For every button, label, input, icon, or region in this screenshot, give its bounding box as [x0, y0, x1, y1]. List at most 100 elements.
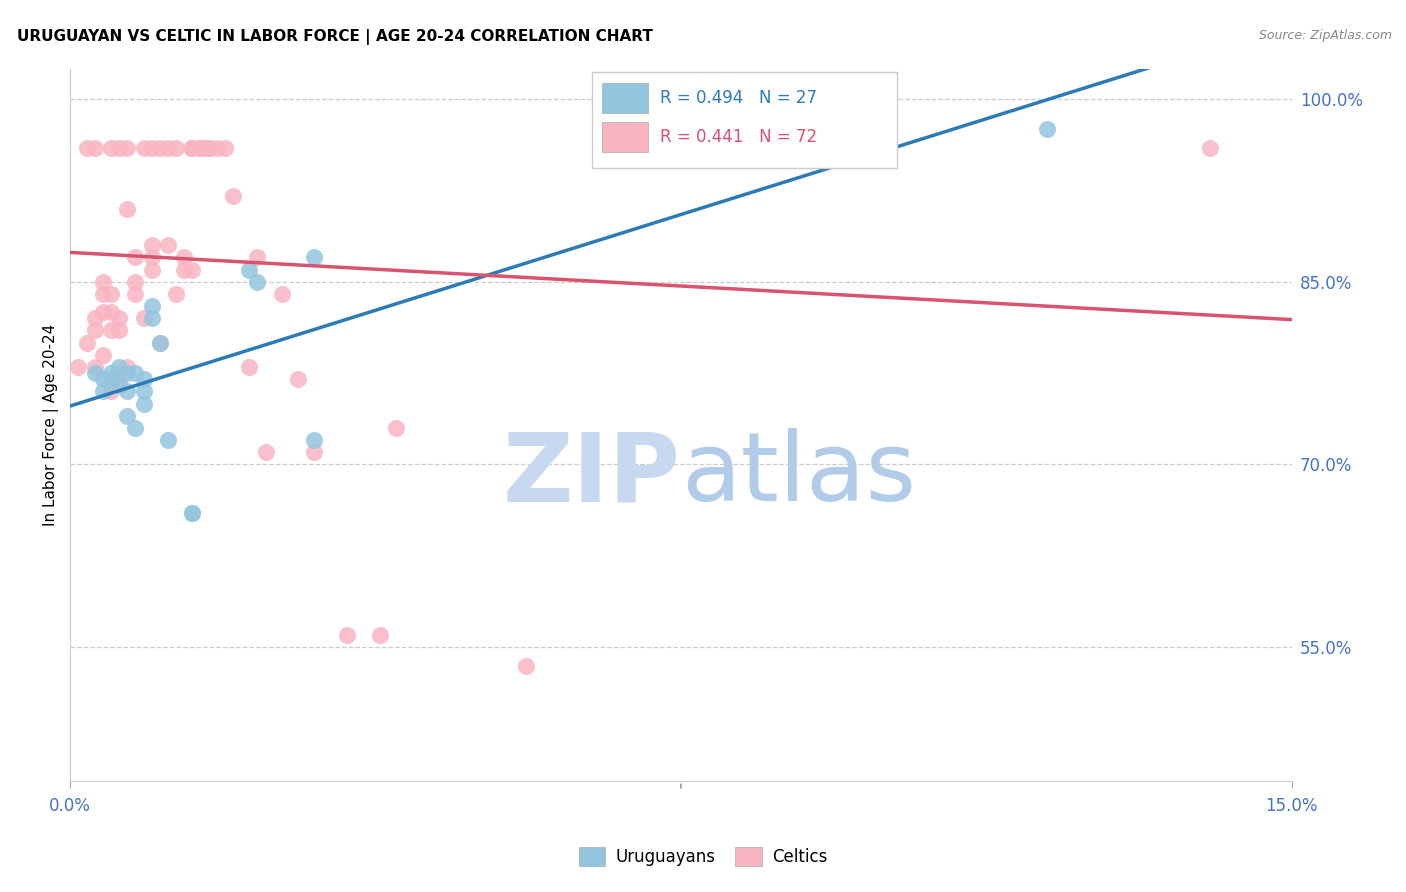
Point	[336, 628, 359, 642]
Point	[368, 628, 391, 642]
Point	[792, 141, 814, 155]
Point	[108, 372, 131, 386]
Point	[115, 366, 138, 380]
Point	[115, 202, 138, 216]
Point	[181, 141, 204, 155]
Point	[100, 372, 122, 386]
Point	[124, 366, 146, 380]
Point	[205, 141, 228, 155]
Point	[91, 348, 114, 362]
Legend: Uruguayans, Celtics: Uruguayans, Celtics	[572, 840, 834, 873]
Point	[304, 445, 326, 459]
Point	[124, 287, 146, 301]
Point	[222, 189, 245, 203]
Point	[287, 372, 309, 386]
FancyBboxPatch shape	[602, 122, 648, 152]
Point	[181, 141, 204, 155]
Text: R = 0.494   N = 27: R = 0.494 N = 27	[661, 89, 817, 107]
Point	[124, 275, 146, 289]
FancyBboxPatch shape	[602, 84, 648, 113]
Point	[181, 141, 204, 155]
Point	[100, 384, 122, 399]
Point	[246, 275, 269, 289]
Point	[91, 384, 114, 399]
Point	[141, 299, 163, 313]
Point	[141, 238, 163, 252]
Point	[115, 409, 138, 423]
Point	[108, 359, 131, 374]
Point	[108, 378, 131, 392]
Point	[132, 396, 155, 410]
Point	[83, 141, 105, 155]
Point	[132, 311, 155, 326]
Point	[156, 238, 179, 252]
Point	[149, 335, 172, 350]
Point	[181, 141, 204, 155]
Point	[190, 141, 212, 155]
Y-axis label: In Labor Force | Age 20-24: In Labor Force | Age 20-24	[44, 324, 59, 526]
Point	[132, 384, 155, 399]
Point	[254, 445, 277, 459]
Point	[385, 421, 408, 435]
Point	[190, 141, 212, 155]
Point	[91, 372, 114, 386]
Point	[141, 251, 163, 265]
Point	[100, 141, 122, 155]
Point	[197, 141, 219, 155]
Point	[141, 262, 163, 277]
Point	[108, 323, 131, 337]
Point	[181, 141, 204, 155]
Text: R = 0.441   N = 72: R = 0.441 N = 72	[661, 128, 817, 146]
Point	[115, 141, 138, 155]
Point	[67, 359, 90, 374]
Point	[100, 305, 122, 319]
Point	[190, 141, 212, 155]
Point	[181, 506, 204, 520]
Point	[156, 141, 179, 155]
Point	[124, 251, 146, 265]
Point	[141, 311, 163, 326]
Point	[83, 359, 105, 374]
Point	[197, 141, 219, 155]
Point	[238, 262, 260, 277]
Point	[149, 335, 172, 350]
Point	[190, 141, 212, 155]
Point	[181, 141, 204, 155]
Point	[76, 141, 98, 155]
Point	[190, 141, 212, 155]
Text: atlas: atlas	[681, 428, 917, 521]
Point	[91, 275, 114, 289]
Point	[246, 251, 269, 265]
Point	[100, 323, 122, 337]
Point	[165, 141, 187, 155]
Point	[108, 311, 131, 326]
Point	[156, 433, 179, 447]
Point	[132, 141, 155, 155]
Point	[149, 141, 172, 155]
Point	[173, 251, 195, 265]
Point	[83, 323, 105, 337]
Point	[181, 262, 204, 277]
Point	[238, 359, 260, 374]
Text: ZIP: ZIP	[503, 428, 681, 521]
Point	[515, 658, 537, 673]
Point	[124, 421, 146, 435]
Point	[91, 305, 114, 319]
Point	[271, 287, 294, 301]
Point	[132, 372, 155, 386]
Point	[197, 141, 219, 155]
Point	[304, 433, 326, 447]
Point	[76, 335, 98, 350]
Point	[115, 384, 138, 399]
Point	[190, 141, 212, 155]
Text: URUGUAYAN VS CELTIC IN LABOR FORCE | AGE 20-24 CORRELATION CHART: URUGUAYAN VS CELTIC IN LABOR FORCE | AGE…	[17, 29, 652, 45]
Point	[214, 141, 236, 155]
Point	[165, 287, 187, 301]
Point	[173, 262, 195, 277]
Point	[197, 141, 219, 155]
Point	[645, 146, 668, 161]
FancyBboxPatch shape	[592, 72, 897, 169]
Point	[115, 359, 138, 374]
Point	[181, 506, 204, 520]
Point	[83, 311, 105, 326]
